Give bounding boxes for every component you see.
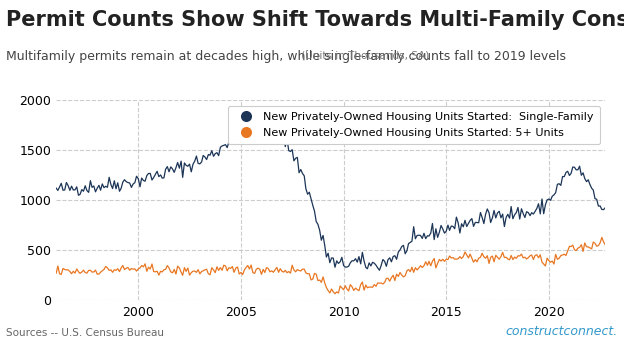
Text: Permit Counts Show Shift Towards Multi-Family Construction: Permit Counts Show Shift Towards Multi-F… xyxy=(6,10,624,30)
Text: Sources -- U.S. Census Bureau: Sources -- U.S. Census Bureau xyxy=(6,328,164,338)
Text: constructconnect.: constructconnect. xyxy=(505,325,618,338)
Text: (Units in Thousands, SA): (Units in Thousands, SA) xyxy=(298,50,429,60)
Text: Multifamily permits remain at decades high, while single-family counts fall to 2: Multifamily permits remain at decades hi… xyxy=(6,50,566,63)
Legend: New Privately-Owned Housing Units Started:  Single-Family, New Privately-Owned H: New Privately-Owned Housing Units Starte… xyxy=(228,106,600,145)
